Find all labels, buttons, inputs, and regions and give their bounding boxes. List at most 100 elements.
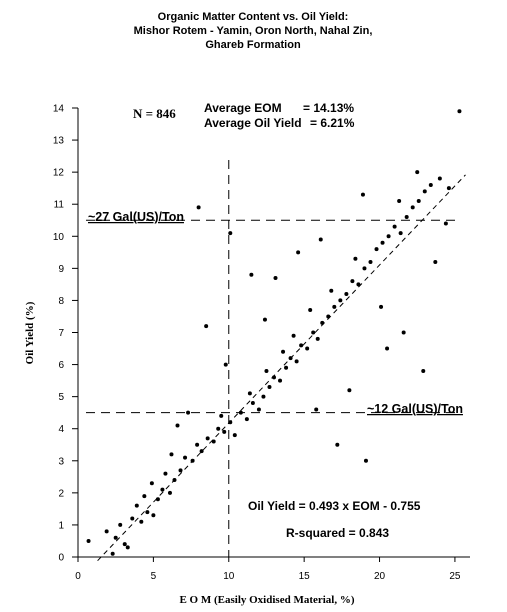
data-point bbox=[175, 423, 180, 428]
data-point bbox=[278, 378, 283, 383]
regression-line-group bbox=[97, 174, 466, 562]
data-point bbox=[299, 343, 304, 348]
y-tick-label: 10 bbox=[53, 232, 65, 243]
chart-title-line-2: Mishor Rotem - Yamin, Oron North, Nahal … bbox=[134, 25, 373, 37]
plot-area bbox=[77, 108, 470, 558]
y-tick-label: 13 bbox=[53, 136, 65, 147]
y-tick-label: 1 bbox=[58, 520, 64, 531]
reference-lines bbox=[86, 160, 460, 557]
data-point bbox=[368, 259, 373, 264]
data-point bbox=[446, 186, 451, 191]
chart-title-line-1: Organic Matter Content vs. Oil Yield: bbox=[158, 11, 349, 23]
data-point bbox=[422, 189, 427, 194]
data-point bbox=[329, 288, 334, 293]
data-point bbox=[416, 199, 421, 204]
data-point bbox=[443, 221, 448, 226]
data-point bbox=[199, 449, 204, 454]
data-point bbox=[338, 298, 343, 303]
data-point bbox=[249, 272, 254, 277]
y-tick-label: 8 bbox=[58, 296, 64, 307]
data-point bbox=[125, 545, 130, 550]
data-point bbox=[134, 503, 139, 508]
n-count-label: N = 846 bbox=[133, 106, 176, 121]
data-point bbox=[335, 442, 340, 447]
data-point bbox=[110, 551, 115, 556]
data-point bbox=[238, 410, 243, 415]
data-point bbox=[318, 237, 323, 242]
x-tick-label: 10 bbox=[223, 571, 235, 582]
data-point bbox=[404, 215, 409, 220]
data-point bbox=[291, 333, 296, 338]
data-point bbox=[385, 346, 390, 351]
data-point bbox=[362, 266, 367, 271]
data-point bbox=[247, 391, 252, 396]
data-point bbox=[374, 247, 379, 252]
data-point bbox=[256, 407, 261, 412]
x-axis-title: E O M (Easily Oxidised Material, %) bbox=[179, 594, 354, 606]
data-point bbox=[178, 468, 183, 473]
data-point bbox=[167, 490, 172, 495]
data-point bbox=[437, 176, 442, 181]
data-point bbox=[457, 109, 462, 114]
data-point bbox=[149, 481, 154, 486]
y-tick-label: 2 bbox=[58, 488, 64, 499]
data-point bbox=[222, 429, 227, 434]
data-point bbox=[397, 199, 402, 204]
y-tick-label: 0 bbox=[58, 553, 64, 564]
data-point bbox=[315, 336, 320, 341]
data-point bbox=[205, 436, 210, 441]
data-point bbox=[145, 510, 150, 515]
data-point bbox=[216, 426, 221, 431]
data-point bbox=[122, 542, 127, 547]
data-point bbox=[204, 324, 209, 329]
x-tick-label: 5 bbox=[151, 571, 157, 582]
x-tick-label: 25 bbox=[449, 571, 461, 582]
data-point bbox=[415, 170, 420, 175]
data-point bbox=[308, 308, 313, 313]
data-point bbox=[284, 365, 289, 370]
data-point bbox=[142, 494, 147, 499]
y-tick-label: 14 bbox=[53, 104, 65, 115]
regression-equation: Oil Yield = 0.493 x EOM - 0.755 bbox=[248, 499, 421, 513]
data-point bbox=[160, 487, 165, 492]
data-point bbox=[410, 205, 415, 210]
data-point bbox=[380, 240, 385, 245]
data-point bbox=[273, 275, 278, 280]
avg-eom-value: = 14.13% bbox=[303, 101, 354, 115]
regression-line bbox=[97, 174, 466, 562]
data-point bbox=[219, 413, 224, 418]
data-point bbox=[139, 519, 144, 524]
data-point bbox=[344, 292, 349, 297]
y-tick-label: 7 bbox=[58, 328, 64, 339]
y-tick-label: 4 bbox=[58, 424, 64, 435]
x-tick-label: 15 bbox=[299, 571, 311, 582]
x-tick-label: 20 bbox=[374, 571, 386, 582]
data-point bbox=[113, 535, 118, 540]
data-point bbox=[261, 394, 266, 399]
data-point bbox=[267, 385, 272, 390]
data-point bbox=[196, 205, 201, 210]
data-point bbox=[186, 410, 191, 415]
data-points bbox=[86, 109, 462, 556]
data-point bbox=[314, 407, 319, 412]
data-point bbox=[155, 497, 160, 502]
data-point bbox=[347, 388, 352, 393]
data-point bbox=[433, 259, 438, 264]
y-tick-label: 6 bbox=[58, 360, 64, 371]
data-point bbox=[360, 192, 365, 197]
y-tick-label: 9 bbox=[58, 264, 64, 275]
x-tick-label: 0 bbox=[75, 571, 81, 582]
data-point bbox=[296, 250, 301, 255]
data-point bbox=[250, 401, 255, 406]
y-tick-label: 5 bbox=[58, 392, 64, 403]
data-point bbox=[104, 529, 109, 534]
data-point bbox=[379, 304, 384, 309]
data-point bbox=[350, 279, 355, 284]
chart-title-line-3: Ghareb Formation bbox=[205, 39, 301, 51]
data-point bbox=[151, 513, 156, 518]
y-tick-label: 3 bbox=[58, 456, 64, 467]
data-point bbox=[398, 231, 403, 236]
data-point bbox=[195, 442, 200, 447]
